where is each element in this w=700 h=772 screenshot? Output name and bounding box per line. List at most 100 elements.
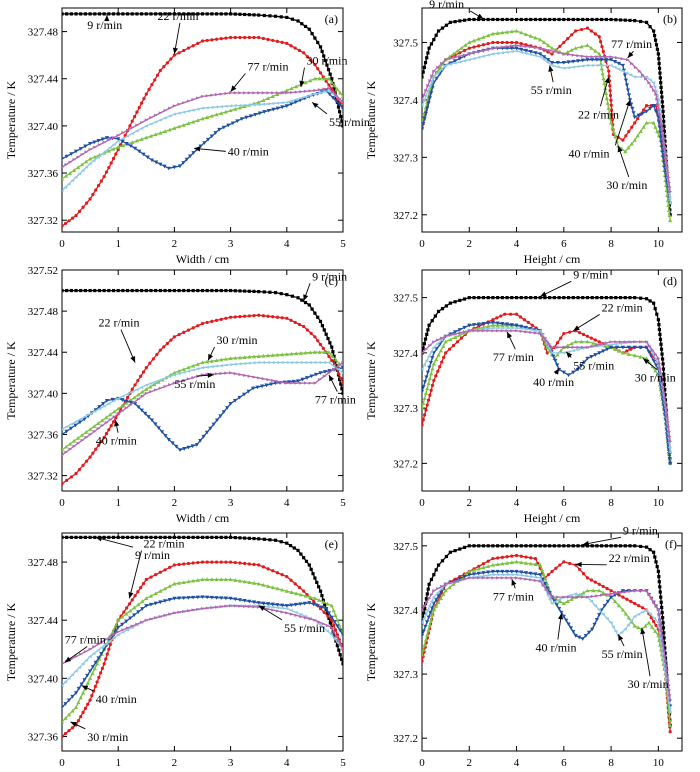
data-point bbox=[308, 78, 313, 83]
data-point bbox=[658, 618, 662, 622]
data-point bbox=[451, 343, 456, 348]
data-point bbox=[318, 342, 323, 347]
data-point bbox=[251, 361, 256, 365]
series-77 bbox=[422, 43, 673, 194]
data-point bbox=[262, 110, 267, 114]
data-point bbox=[436, 309, 441, 314]
data-point bbox=[519, 30, 524, 35]
data-point bbox=[210, 606, 214, 610]
data-point bbox=[326, 68, 331, 72]
data-point bbox=[331, 364, 336, 368]
data-point bbox=[195, 367, 200, 371]
data-point bbox=[228, 402, 233, 406]
annotation-arrow bbox=[641, 627, 651, 677]
data-point bbox=[177, 164, 183, 169]
annotation-arrowhead bbox=[303, 294, 309, 301]
data-point bbox=[625, 88, 631, 93]
data-point bbox=[243, 604, 247, 608]
data-point bbox=[154, 535, 158, 539]
data-point bbox=[657, 323, 661, 327]
data-point bbox=[233, 355, 238, 360]
data-point bbox=[293, 46, 297, 50]
data-point bbox=[318, 71, 323, 75]
data-point bbox=[219, 605, 224, 609]
x-tick-label: 5 bbox=[340, 238, 346, 250]
data-point bbox=[629, 599, 633, 603]
data-point bbox=[268, 382, 274, 387]
data-point bbox=[662, 372, 666, 376]
annotation-label: 40 r/min bbox=[535, 641, 576, 655]
data-point bbox=[519, 576, 524, 581]
data-point bbox=[224, 91, 229, 96]
data-point bbox=[205, 106, 209, 110]
x-tick-label: 0 bbox=[59, 497, 65, 509]
data-point bbox=[289, 99, 294, 103]
annotation-label: 22 r/min bbox=[578, 107, 619, 121]
panel-label: (a) bbox=[325, 12, 338, 26]
data-point bbox=[604, 17, 608, 22]
data-point bbox=[514, 576, 519, 580]
data-point bbox=[284, 104, 289, 108]
data-point bbox=[426, 83, 431, 88]
data-point bbox=[490, 323, 496, 327]
y-tick-label: 327.5 bbox=[393, 293, 418, 305]
data-point bbox=[658, 71, 662, 75]
data-point bbox=[329, 603, 334, 608]
data-point bbox=[510, 296, 514, 300]
data-point bbox=[205, 535, 209, 539]
data-point bbox=[595, 17, 599, 22]
data-point bbox=[83, 650, 88, 654]
data-point bbox=[660, 610, 664, 615]
data-point bbox=[191, 288, 195, 293]
data-point bbox=[659, 85, 663, 90]
data-point bbox=[566, 595, 571, 599]
data-point bbox=[177, 535, 181, 539]
data-point bbox=[434, 357, 439, 362]
data-point bbox=[285, 41, 289, 45]
data-point bbox=[339, 657, 343, 661]
data-point bbox=[83, 288, 88, 293]
data-point bbox=[657, 580, 661, 584]
data-point bbox=[555, 351, 560, 355]
data-point bbox=[317, 620, 322, 624]
data-point bbox=[209, 595, 214, 600]
data-point bbox=[63, 716, 68, 720]
data-point bbox=[120, 614, 125, 619]
data-point bbox=[330, 90, 335, 94]
data-point bbox=[205, 577, 210, 582]
data-point bbox=[322, 54, 326, 58]
data-point bbox=[481, 54, 486, 58]
data-point bbox=[294, 84, 299, 89]
data-point bbox=[242, 361, 247, 366]
data-point bbox=[147, 87, 151, 91]
data-point bbox=[105, 652, 109, 656]
data-point bbox=[73, 423, 78, 428]
data-point bbox=[315, 604, 320, 608]
data-point bbox=[62, 432, 65, 437]
data-point bbox=[257, 537, 261, 541]
data-point bbox=[116, 396, 120, 401]
data-point bbox=[579, 27, 584, 32]
data-point bbox=[632, 614, 637, 618]
data-point bbox=[153, 601, 158, 606]
series-9 bbox=[422, 544, 672, 727]
data-point bbox=[658, 585, 662, 589]
data-point bbox=[286, 380, 292, 384]
data-point bbox=[505, 17, 509, 22]
data-point bbox=[510, 576, 514, 580]
data-point bbox=[337, 648, 341, 652]
data-point bbox=[84, 459, 89, 463]
data-point bbox=[172, 112, 176, 116]
data-point bbox=[514, 40, 519, 45]
data-point bbox=[665, 674, 670, 678]
data-point bbox=[462, 545, 467, 550]
data-point bbox=[176, 368, 182, 373]
data-point bbox=[88, 669, 93, 674]
data-point bbox=[500, 544, 504, 548]
data-point bbox=[561, 66, 566, 70]
data-point bbox=[294, 610, 298, 615]
data-point bbox=[136, 379, 140, 383]
data-point bbox=[585, 58, 590, 62]
data-point bbox=[130, 598, 134, 602]
